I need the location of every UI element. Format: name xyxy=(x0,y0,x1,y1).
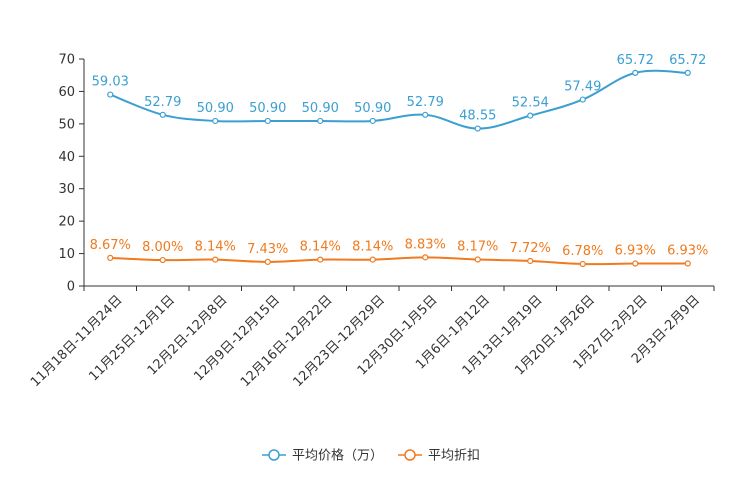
legend-item-avg-price[interactable]: 平均价格（万） xyxy=(262,448,383,464)
data-label: 59.03 xyxy=(92,75,129,90)
data-label: 8.17% xyxy=(457,240,498,255)
data-point[interactable] xyxy=(527,112,534,119)
series-avg-price: 59.03 52.79 50.90 50.90 50.90 50.90 52.79 48.55… xyxy=(92,53,706,132)
data-label: 7.43% xyxy=(247,242,288,257)
data-label: 7.72% xyxy=(510,241,551,256)
data-label: 65.72 xyxy=(617,53,654,68)
data-label: 50.90 xyxy=(249,101,286,116)
y-tick-label: 0 xyxy=(67,280,75,295)
x-tick-label: 12月16日-12月22日 xyxy=(238,293,335,390)
data-point[interactable] xyxy=(107,254,114,261)
legend-marker-icon xyxy=(268,449,280,461)
data-label: 8.00% xyxy=(142,240,183,255)
data-label: 6.78% xyxy=(562,244,603,259)
data-point[interactable] xyxy=(422,254,429,261)
x-tick-label: 11月18日-11月24日 xyxy=(28,293,125,390)
data-label: 8.83% xyxy=(405,237,446,252)
data-point[interactable] xyxy=(474,125,481,132)
data-label: 50.90 xyxy=(197,101,234,116)
data-point[interactable] xyxy=(159,111,166,118)
data-label: 6.93% xyxy=(615,244,656,259)
legend[interactable]: 平均价格（万） 平均折扣 xyxy=(262,448,480,464)
data-point[interactable] xyxy=(684,260,691,267)
data-label: 6.93% xyxy=(667,244,708,259)
data-point[interactable] xyxy=(632,260,639,267)
data-point[interactable] xyxy=(212,256,219,263)
data-point[interactable] xyxy=(579,96,586,103)
data-point[interactable] xyxy=(107,91,114,98)
y-tick-label: 60 xyxy=(58,85,75,100)
series-line xyxy=(109,69,688,130)
data-point[interactable] xyxy=(212,117,219,125)
legend-label: 平均折扣 xyxy=(428,449,480,464)
data-point[interactable] xyxy=(264,117,271,125)
legend-label: 平均价格（万） xyxy=(292,448,383,464)
y-tick-label: 50 xyxy=(58,117,75,132)
series-avg-discount: 8.67% 8.00% 8.14% 7.43% 8.14% 8.14% 8.83% 8.17%… xyxy=(90,237,708,268)
data-label: 8.14% xyxy=(300,240,341,255)
data-point[interactable] xyxy=(632,69,639,76)
data-point[interactable] xyxy=(264,258,271,266)
data-label: 65.72 xyxy=(669,53,706,68)
y-tick-label: 70 xyxy=(58,53,75,68)
y-tick-label: 20 xyxy=(58,215,75,230)
y-tick-label: 30 xyxy=(58,182,75,197)
data-point[interactable] xyxy=(474,256,481,263)
data-label: 50.90 xyxy=(302,101,339,116)
x-tick-label: 12月23日-12月29日 xyxy=(291,293,388,390)
data-label: 8.14% xyxy=(195,240,236,255)
data-point[interactable] xyxy=(317,256,324,263)
y-tick-label: 40 xyxy=(58,150,75,165)
data-point[interactable] xyxy=(317,117,324,125)
data-label: 48.55 xyxy=(459,109,496,124)
data-label: 52.79 xyxy=(144,95,181,110)
data-label: 52.79 xyxy=(407,95,444,110)
legend-marker-icon xyxy=(404,449,416,461)
data-label: 8.67% xyxy=(90,238,131,253)
data-label: 52.54 xyxy=(512,96,549,111)
data-point[interactable] xyxy=(527,257,534,265)
data-label: 50.90 xyxy=(354,101,391,116)
data-point[interactable] xyxy=(422,111,429,118)
series-lines: 59.03 52.79 50.90 50.90 50.90 50.90 52.79 48.55… xyxy=(90,53,708,268)
data-label: 8.14% xyxy=(352,240,393,255)
legend-item-avg-discount[interactable]: 平均折扣 xyxy=(398,449,480,464)
data-point[interactable] xyxy=(579,260,586,268)
data-point[interactable] xyxy=(369,117,376,125)
data-point[interactable] xyxy=(159,256,166,264)
series-line xyxy=(110,256,688,266)
y-tick-label: 10 xyxy=(58,247,75,262)
data-point[interactable] xyxy=(369,256,376,263)
data-label: 57.49 xyxy=(564,80,601,95)
data-point[interactable] xyxy=(684,69,691,76)
